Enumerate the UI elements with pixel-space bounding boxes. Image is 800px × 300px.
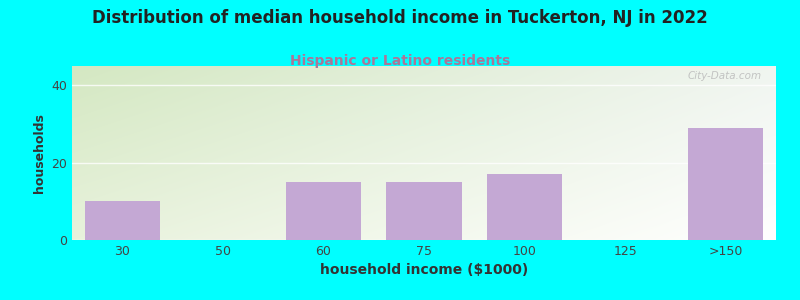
Bar xyxy=(386,182,462,240)
Bar xyxy=(688,128,763,240)
Bar xyxy=(487,174,562,240)
Bar xyxy=(286,182,361,240)
X-axis label: household income ($1000): household income ($1000) xyxy=(320,263,528,278)
Text: City-Data.com: City-Data.com xyxy=(688,71,762,81)
Bar xyxy=(85,201,160,240)
Text: Hispanic or Latino residents: Hispanic or Latino residents xyxy=(290,54,510,68)
Text: Distribution of median household income in Tuckerton, NJ in 2022: Distribution of median household income … xyxy=(92,9,708,27)
Y-axis label: households: households xyxy=(33,113,46,193)
